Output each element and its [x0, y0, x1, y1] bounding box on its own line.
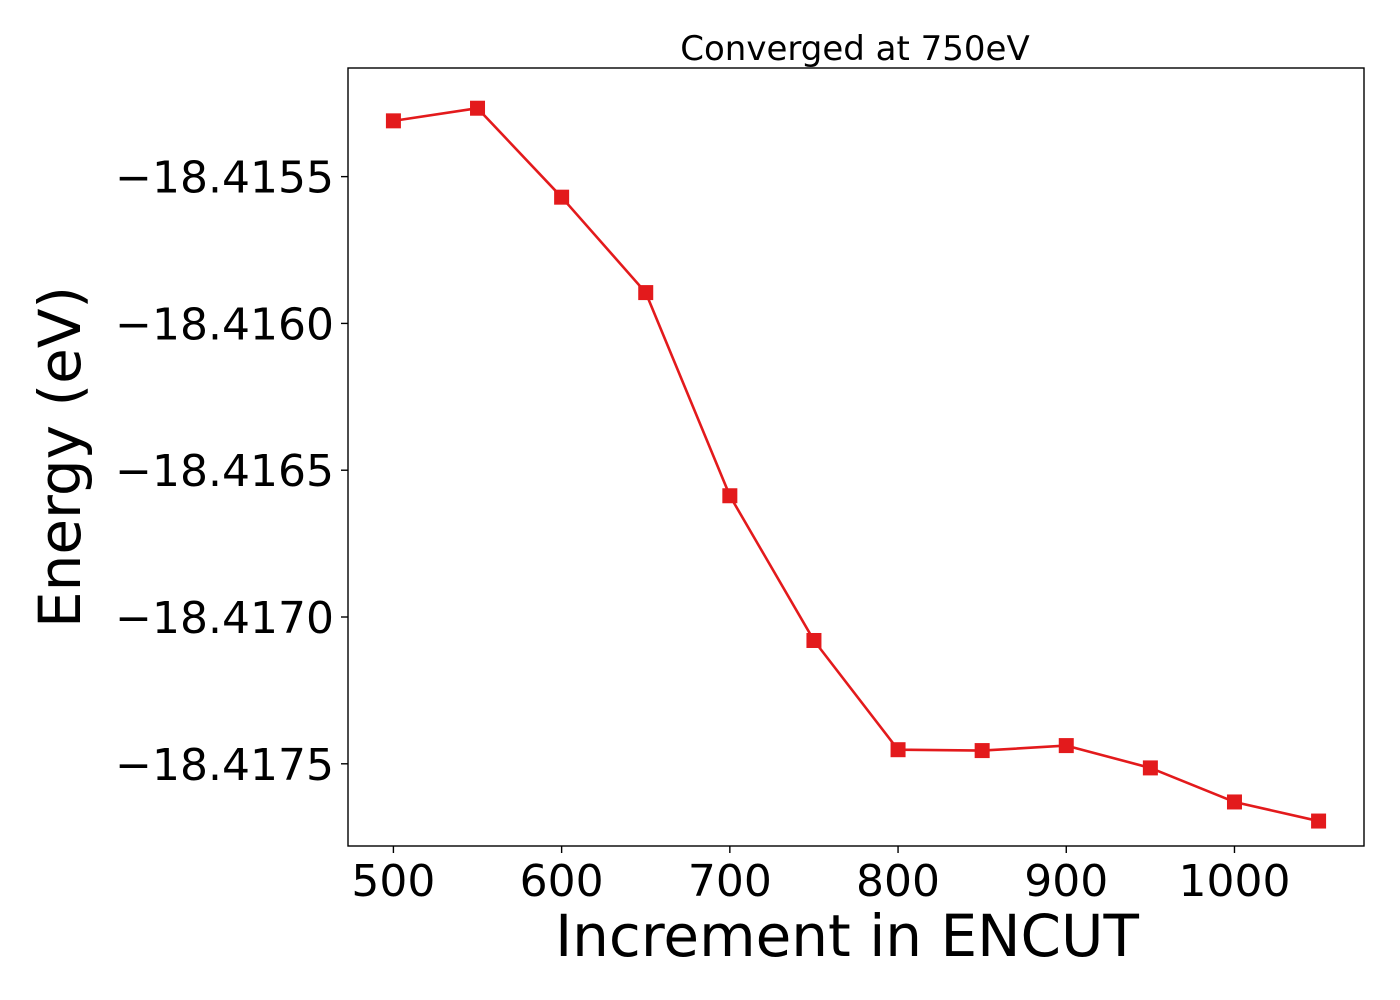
data-point-marker [890, 742, 906, 758]
data-point-marker [1058, 738, 1074, 754]
x-tick-label: 600 [520, 856, 604, 907]
data-point-marker [974, 743, 990, 759]
data-point-marker [722, 488, 738, 504]
data-point-marker [1311, 813, 1327, 829]
x-tick-label: 500 [351, 856, 435, 907]
data-point-marker [1142, 760, 1158, 776]
y-tick-label: −18.4165 [115, 446, 334, 497]
chart-title: Converged at 750eV [680, 29, 1029, 69]
data-point-marker [554, 189, 570, 205]
data-point-marker [638, 285, 654, 301]
y-tick-label: −18.4175 [115, 740, 334, 791]
series-line [393, 106, 1319, 823]
x-tick-label: 1000 [1178, 856, 1290, 907]
data-point-marker [806, 632, 822, 648]
x-tick-label: 900 [1024, 856, 1108, 907]
y-tick-label: −18.4160 [115, 299, 334, 350]
x-axis-label: Increment in ENCUT [555, 902, 1139, 970]
x-axis: 500 600 700 800 900 1000 [351, 846, 1290, 907]
y-axis: −18.4155 −18.4160 −18.4165 −18.4170 −18.4175 [115, 153, 348, 791]
x-tick-label: 800 [856, 856, 940, 907]
data-point-marker [385, 113, 401, 129]
y-tick-label: −18.4155 [115, 153, 334, 204]
data-point-marker [470, 100, 486, 116]
series-layer [385, 100, 1327, 829]
plot-area-frame [347, 67, 1365, 847]
data-point-marker [1226, 794, 1242, 810]
x-tick-label: 700 [688, 856, 772, 907]
y-axis-label: Energy (eV) [26, 286, 94, 628]
y-tick-label: −18.4170 [115, 593, 334, 644]
